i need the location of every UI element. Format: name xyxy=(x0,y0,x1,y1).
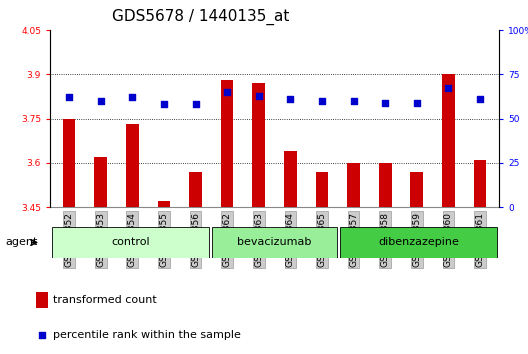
Point xyxy=(286,96,295,102)
Bar xyxy=(158,201,170,207)
Bar xyxy=(126,125,139,207)
Bar xyxy=(316,172,328,207)
Point xyxy=(97,98,105,104)
Text: agent: agent xyxy=(5,238,37,247)
Point xyxy=(223,89,231,95)
Point xyxy=(350,98,358,104)
Point xyxy=(191,102,200,107)
Point xyxy=(318,98,326,104)
Point xyxy=(37,332,46,338)
FancyBboxPatch shape xyxy=(212,227,337,258)
Point xyxy=(128,95,137,100)
Bar xyxy=(410,172,423,207)
FancyBboxPatch shape xyxy=(340,227,497,258)
Point xyxy=(444,86,452,91)
FancyBboxPatch shape xyxy=(52,227,209,258)
Point xyxy=(412,100,421,105)
Point xyxy=(159,102,168,107)
Text: transformed count: transformed count xyxy=(53,295,156,305)
Bar xyxy=(63,119,76,207)
Bar xyxy=(347,163,360,207)
Text: GDS5678 / 1440135_at: GDS5678 / 1440135_at xyxy=(112,9,289,25)
Text: control: control xyxy=(111,238,149,247)
Bar xyxy=(36,292,48,308)
Point xyxy=(476,96,484,102)
Point xyxy=(381,100,390,105)
Bar xyxy=(221,80,233,207)
Point xyxy=(254,93,263,98)
Bar xyxy=(442,74,455,207)
Bar xyxy=(252,83,265,207)
Bar xyxy=(189,172,202,207)
Bar xyxy=(95,157,107,207)
Point xyxy=(65,95,73,100)
Text: percentile rank within the sample: percentile rank within the sample xyxy=(53,330,241,340)
Bar xyxy=(474,160,486,207)
Text: dibenzazepine: dibenzazepine xyxy=(379,238,459,247)
Bar xyxy=(379,163,391,207)
Bar xyxy=(284,151,297,207)
Text: bevacizumab: bevacizumab xyxy=(238,238,312,247)
